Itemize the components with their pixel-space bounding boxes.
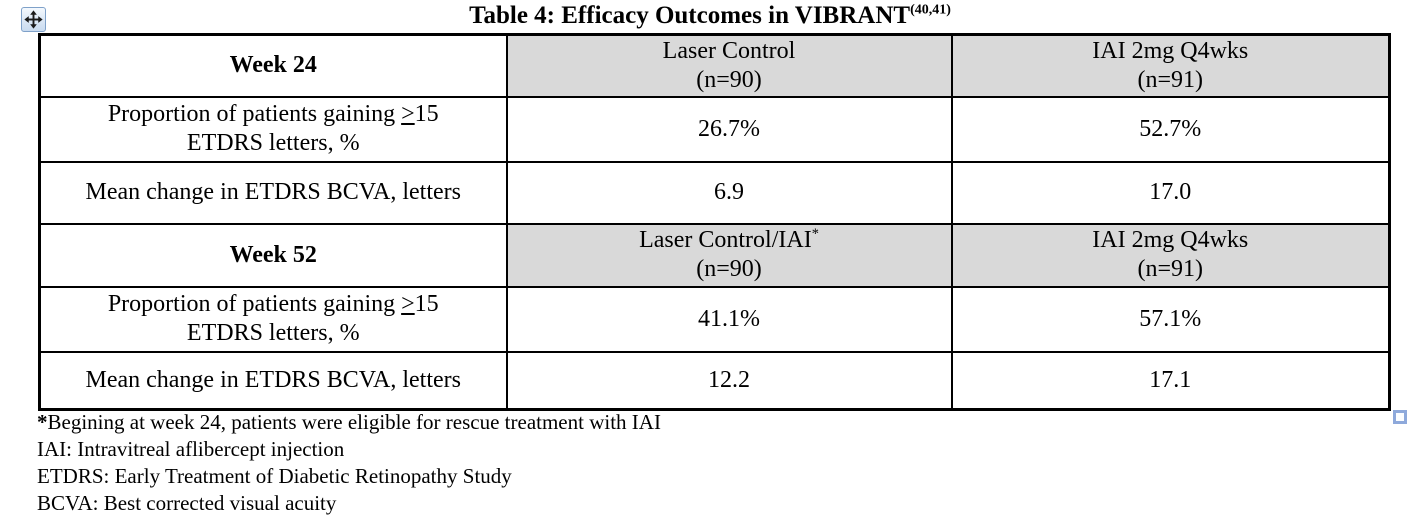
- header-line2: (n=90): [696, 66, 762, 93]
- week52-header-row: Week 52 Laser Control/IAI* (n=90) IAI 2m…: [38, 222, 1391, 288]
- week52-label-cell: Week 52: [38, 222, 508, 288]
- footnote-marker: *: [37, 410, 48, 434]
- asterisk-superscript: *: [811, 226, 819, 242]
- greater-equal-symbol: >: [401, 291, 415, 317]
- row-label-cell: Mean change in ETDRS BCVA, letters: [38, 160, 508, 225]
- week52-laser-header-cell: Laser Control/IAI* (n=90): [505, 222, 953, 288]
- table-title-citation: (40,41): [910, 2, 951, 18]
- footnote-line: *Begining at week 24, patients were elig…: [37, 410, 661, 434]
- move-cross-arrows-icon: [24, 10, 43, 29]
- laser-value-cell: 26.7%: [505, 95, 953, 163]
- header-line2: (n=91): [1137, 256, 1204, 282]
- header-line1: IAI 2mg Q4wks: [1092, 37, 1249, 64]
- header-line1: Laser Control/IAI*: [639, 226, 819, 253]
- laser-value-cell: 41.1%: [505, 285, 953, 353]
- header-line1: Laser Control: [662, 37, 796, 64]
- header-line2: (n=90): [696, 256, 762, 282]
- week24-header-row: Week 24 Laser Control (n=90) IAI 2mg Q4w…: [38, 33, 1391, 98]
- footnotes: *Begining at week 24, patients were elig…: [37, 409, 661, 517]
- table-row: Proportion of patients gaining >15 ETDRS…: [38, 95, 1391, 163]
- efficacy-outcomes-table: Week 24 Laser Control (n=90) IAI 2mg Q4w…: [38, 33, 1391, 411]
- iai-value-cell: 52.7%: [950, 95, 1391, 163]
- week52-iai-header-cell: IAI 2mg Q4wks (n=91): [950, 222, 1391, 288]
- table-title: Table 4: Efficacy Outcomes in VIBRANT(40…: [0, 2, 1420, 30]
- footnote-line: IAI: Intravitreal aflibercept injection: [37, 437, 345, 461]
- week24-iai-header-cell: IAI 2mg Q4wks (n=91): [950, 33, 1391, 98]
- header-line1: IAI 2mg Q4wks: [1092, 227, 1249, 253]
- row-label-cell: Proportion of patients gaining >15 ETDRS…: [38, 95, 508, 163]
- footnote-line: BCVA: Best corrected visual acuity: [37, 491, 337, 515]
- week24-laser-header-cell: Laser Control (n=90): [505, 33, 953, 98]
- laser-value-cell: 12.2: [505, 350, 953, 411]
- table-resize-handle[interactable]: [1393, 410, 1407, 424]
- table-title-text: Table 4: Efficacy Outcomes in VIBRANT: [469, 2, 911, 29]
- row-label-line2: ETDRS letters, %: [186, 320, 360, 346]
- table-row: Mean change in ETDRS BCVA, letters 6.9 1…: [38, 160, 1391, 225]
- iai-value-cell: 17.0: [950, 160, 1391, 225]
- iai-value-cell: 57.1%: [950, 285, 1391, 353]
- table-row: Proportion of patients gaining >15 ETDRS…: [38, 285, 1391, 353]
- table-move-handle[interactable]: [21, 7, 46, 32]
- row-label-line1: Proportion of patients gaining >15: [107, 291, 439, 317]
- iai-value-cell: 17.1: [950, 350, 1391, 411]
- row-label-line2: ETDRS letters, %: [186, 130, 360, 156]
- greater-equal-symbol: >: [401, 101, 415, 127]
- header-line2: (n=91): [1137, 66, 1204, 93]
- row-label-line1: Proportion of patients gaining >15: [107, 101, 439, 127]
- week24-label-cell: Week 24: [38, 33, 508, 98]
- footnote-line: ETDRS: Early Treatment of Diabetic Retin…: [37, 464, 512, 488]
- row-label-cell: Proportion of patients gaining >15 ETDRS…: [38, 285, 508, 353]
- row-label-cell: Mean change in ETDRS BCVA, letters: [38, 350, 508, 411]
- laser-value-cell: 6.9: [505, 160, 953, 225]
- table-row: Mean change in ETDRS BCVA, letters 12.2 …: [38, 350, 1391, 411]
